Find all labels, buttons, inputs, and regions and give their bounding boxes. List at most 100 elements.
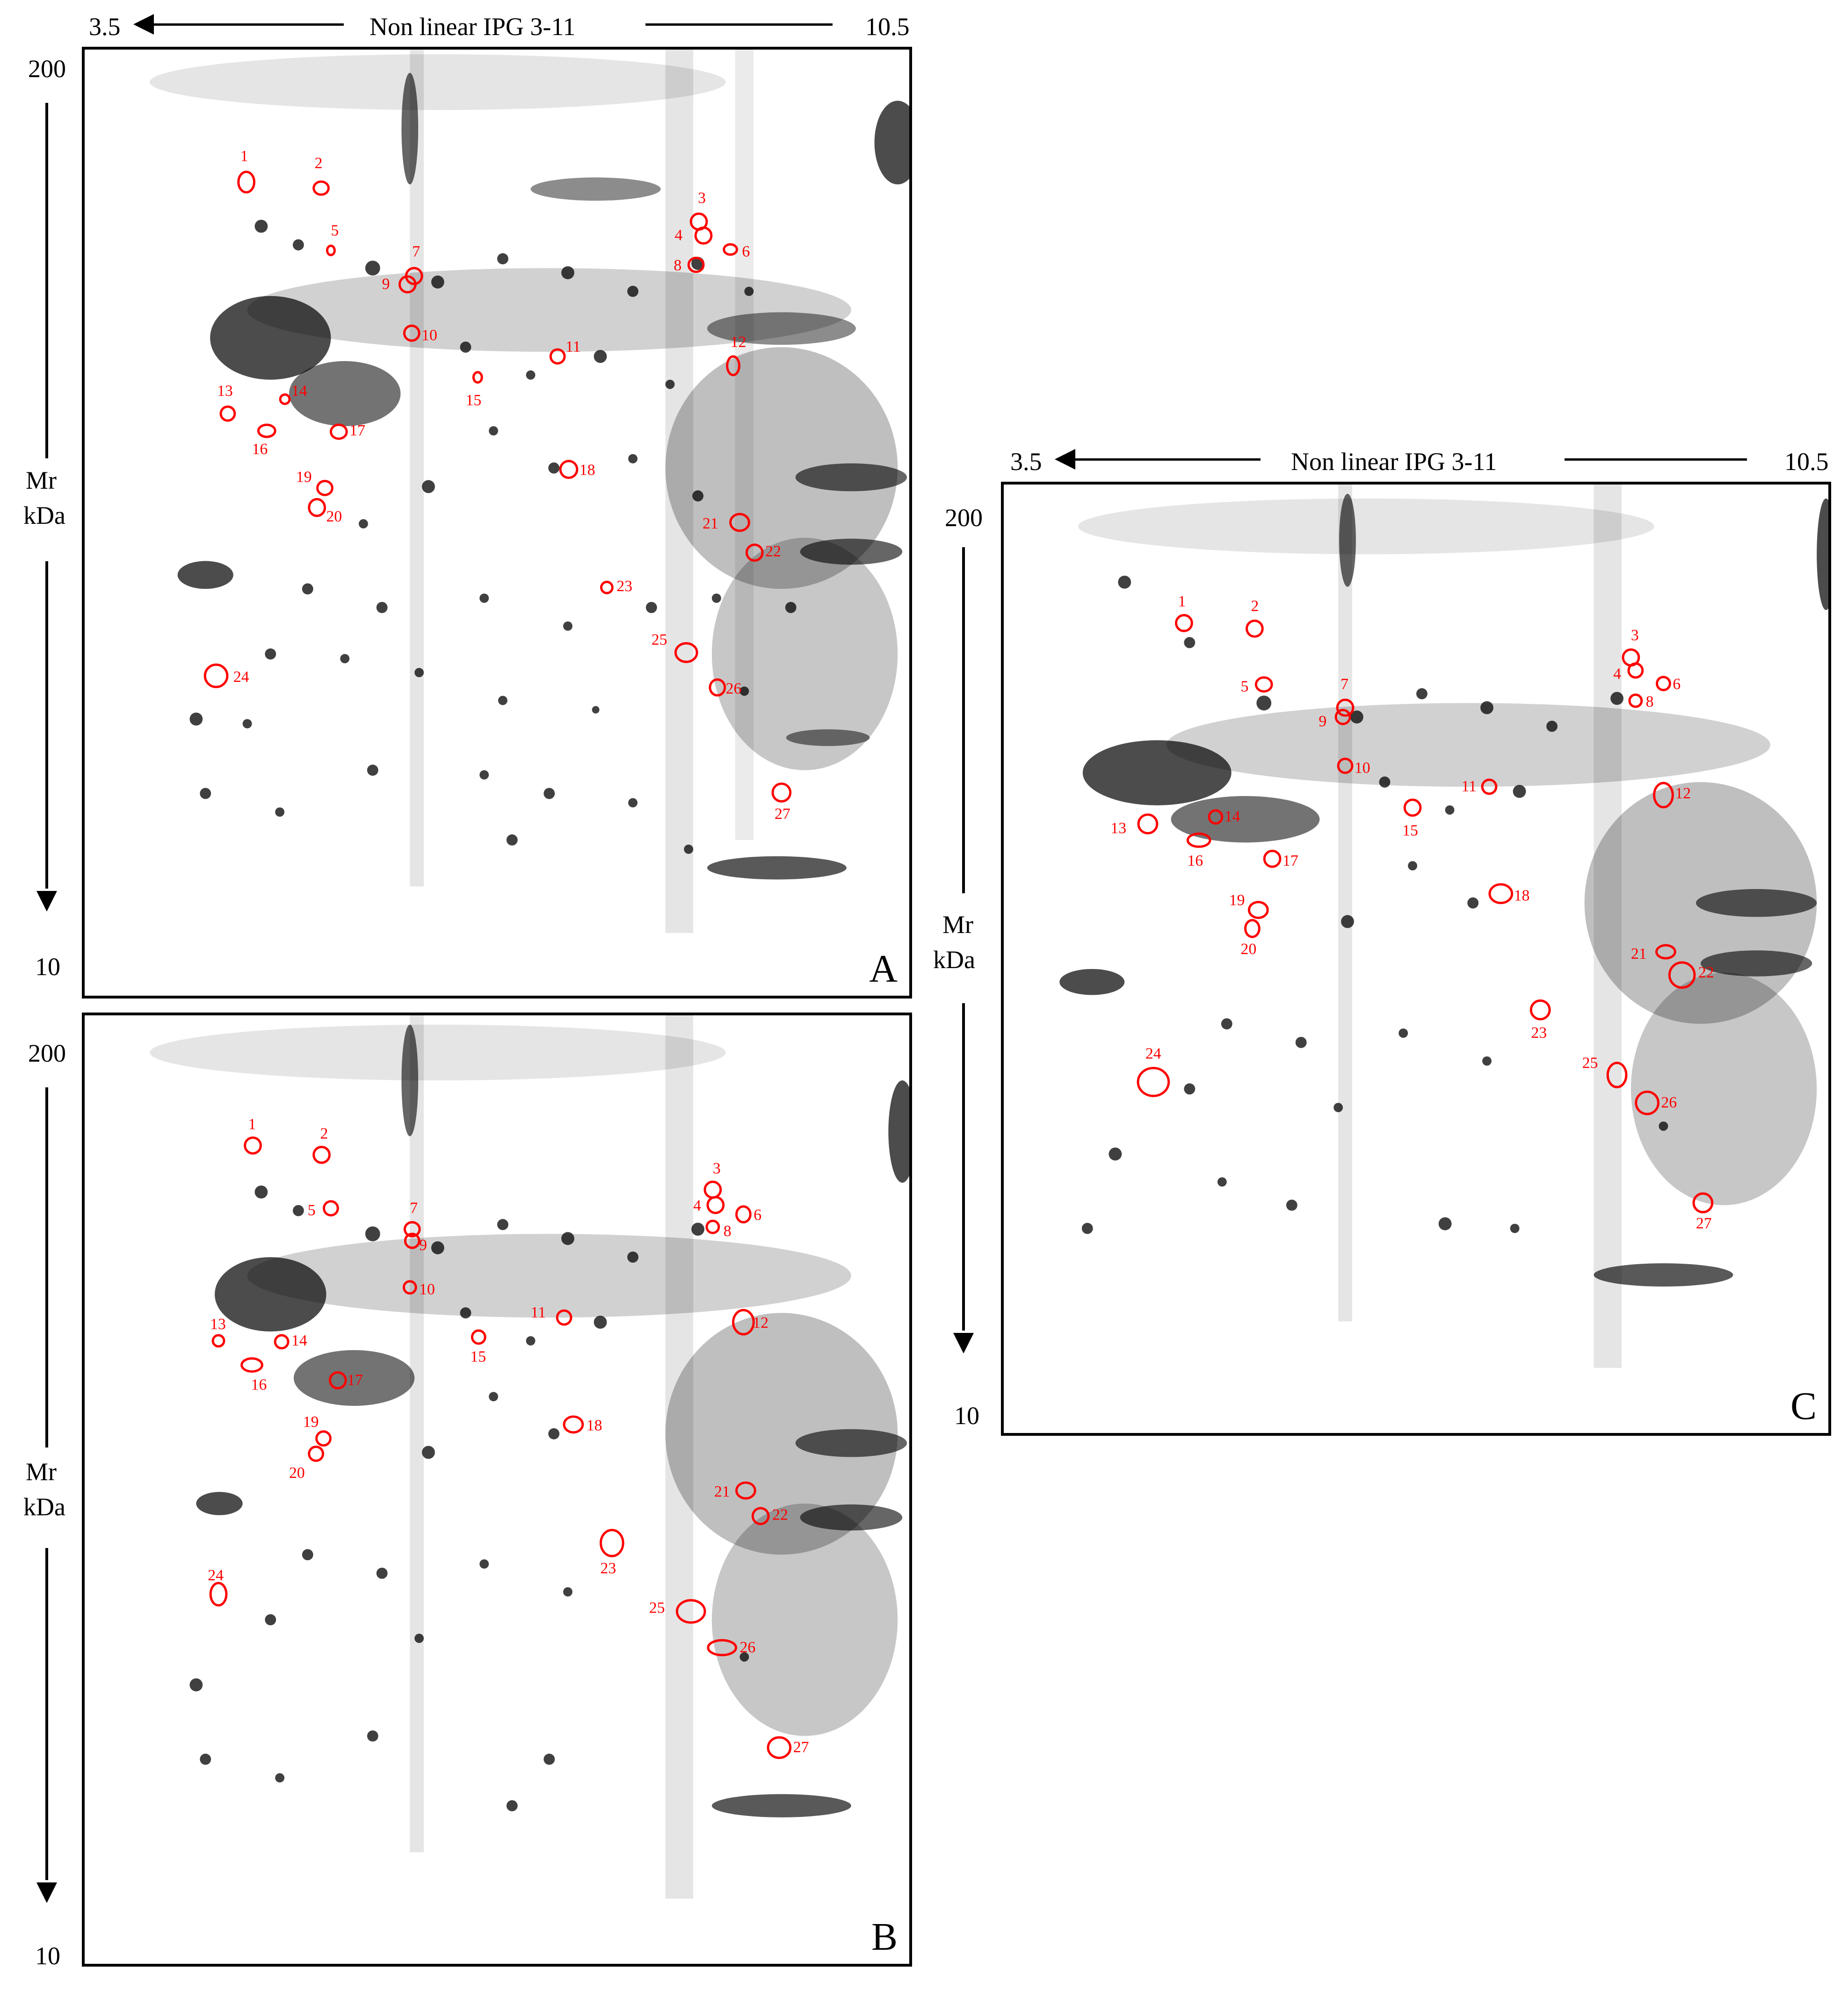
- mr-arrow-line-lower: [45, 561, 48, 889]
- gel-spot: [795, 1429, 907, 1457]
- spot-markers-c: [1137, 614, 1714, 1214]
- svg-text:8: 8: [724, 1223, 732, 1240]
- svg-text:19: 19: [1229, 892, 1245, 909]
- gel-smear: [1078, 498, 1654, 555]
- gel-spot: [401, 72, 419, 185]
- svg-text:18: 18: [1514, 887, 1530, 905]
- gel-spot: [289, 361, 401, 427]
- mr-bottom-label: 10: [954, 1402, 979, 1430]
- svg-text:8: 8: [674, 257, 681, 274]
- ph-line-right: [1565, 458, 1747, 461]
- svg-text:4: 4: [1613, 666, 1621, 683]
- svg-text:15: 15: [470, 1348, 486, 1366]
- gel-spot-field: [189, 1185, 749, 1811]
- gel-spot: [196, 1491, 243, 1515]
- svg-text:7: 7: [410, 1199, 418, 1216]
- svg-text:21: 21: [703, 515, 718, 532]
- svg-text:20: 20: [1241, 941, 1257, 958]
- svg-text:7: 7: [1341, 675, 1348, 693]
- ph-left-label: 3.5: [1010, 448, 1042, 476]
- gel-streak: [410, 1015, 424, 1853]
- svg-text:14: 14: [1225, 808, 1240, 825]
- mr-arrow-line: [45, 1087, 48, 1447]
- gel-smear: [665, 1313, 898, 1555]
- svg-text:19: 19: [303, 1413, 319, 1431]
- gel-spot: [711, 1794, 851, 1817]
- gel-smear: [247, 268, 851, 352]
- svg-text:3: 3: [1631, 627, 1639, 644]
- svg-text:3: 3: [698, 189, 706, 207]
- svg-text:9: 9: [419, 1237, 427, 1254]
- gel-spot: [795, 463, 907, 492]
- gel-spot: [786, 729, 870, 746]
- gel-spot: [1059, 969, 1125, 995]
- svg-text:2: 2: [320, 1125, 328, 1142]
- gel-spot-field: [189, 219, 797, 854]
- gel-spot: [707, 312, 856, 345]
- gel-spot: [1696, 889, 1817, 917]
- svg-text:11: 11: [1461, 778, 1477, 795]
- svg-text:26: 26: [739, 1639, 755, 1656]
- gel-spot: [1171, 796, 1320, 843]
- ph-right-label: 10.5: [1784, 448, 1829, 476]
- gel-spot: [177, 561, 233, 589]
- gel-spot-field: [1081, 575, 1668, 1234]
- gel-spot: [1082, 740, 1232, 805]
- gel-spot: [800, 1504, 903, 1531]
- mr-bottom-label: 10: [35, 953, 60, 981]
- svg-text:15: 15: [465, 391, 481, 409]
- panel-letter: B: [871, 1915, 898, 1959]
- gel-spot: [874, 101, 909, 185]
- svg-text:27: 27: [793, 1739, 809, 1756]
- gel-spot: [530, 177, 661, 201]
- gel-streak: [735, 50, 754, 840]
- gel-spot: [210, 296, 331, 380]
- svg-text:6: 6: [742, 243, 750, 260]
- gel-streak: [665, 50, 694, 933]
- mr-label: Mr: [26, 1458, 57, 1486]
- svg-text:5: 5: [1241, 678, 1249, 695]
- mr-unit-label: kDa: [23, 1493, 65, 1521]
- svg-text:13: 13: [210, 1316, 226, 1333]
- svg-text:16: 16: [251, 1376, 267, 1393]
- svg-text:16: 16: [252, 441, 268, 458]
- ph-arrow-line: [152, 23, 344, 26]
- gel-streak: [410, 50, 424, 887]
- ph-line-right: [645, 23, 833, 26]
- svg-text:7: 7: [412, 243, 420, 260]
- svg-text:26: 26: [726, 680, 742, 697]
- gel-spot: [707, 856, 847, 880]
- svg-text:9: 9: [382, 275, 390, 293]
- svg-text:13: 13: [1110, 820, 1126, 837]
- svg-text:6: 6: [754, 1206, 761, 1223]
- gel-smear: [711, 1503, 898, 1736]
- svg-text:12: 12: [1675, 785, 1691, 802]
- svg-text:26: 26: [1661, 1094, 1677, 1111]
- spot-markers-a: [203, 170, 792, 803]
- mr-arrow-icon: [953, 1333, 974, 1353]
- svg-text:10: 10: [421, 326, 437, 344]
- svg-text:6: 6: [1673, 675, 1681, 693]
- ph-arrow-line: [1073, 458, 1261, 461]
- svg-text:27: 27: [775, 805, 790, 823]
- gel-smear: [1631, 972, 1817, 1205]
- svg-text:27: 27: [1696, 1215, 1712, 1232]
- gel-streak: [1338, 485, 1352, 1322]
- ph-arrow-icon: [1055, 449, 1075, 470]
- mr-unit-label: kDa: [23, 501, 65, 529]
- svg-text:11: 11: [565, 338, 581, 355]
- svg-text:25: 25: [1582, 1055, 1598, 1072]
- gel-smear: [247, 1234, 851, 1318]
- gel-smear: [150, 1024, 726, 1081]
- mr-arrow-line: [962, 547, 965, 893]
- svg-text:18: 18: [580, 462, 595, 479]
- svg-text:23: 23: [1531, 1024, 1547, 1042]
